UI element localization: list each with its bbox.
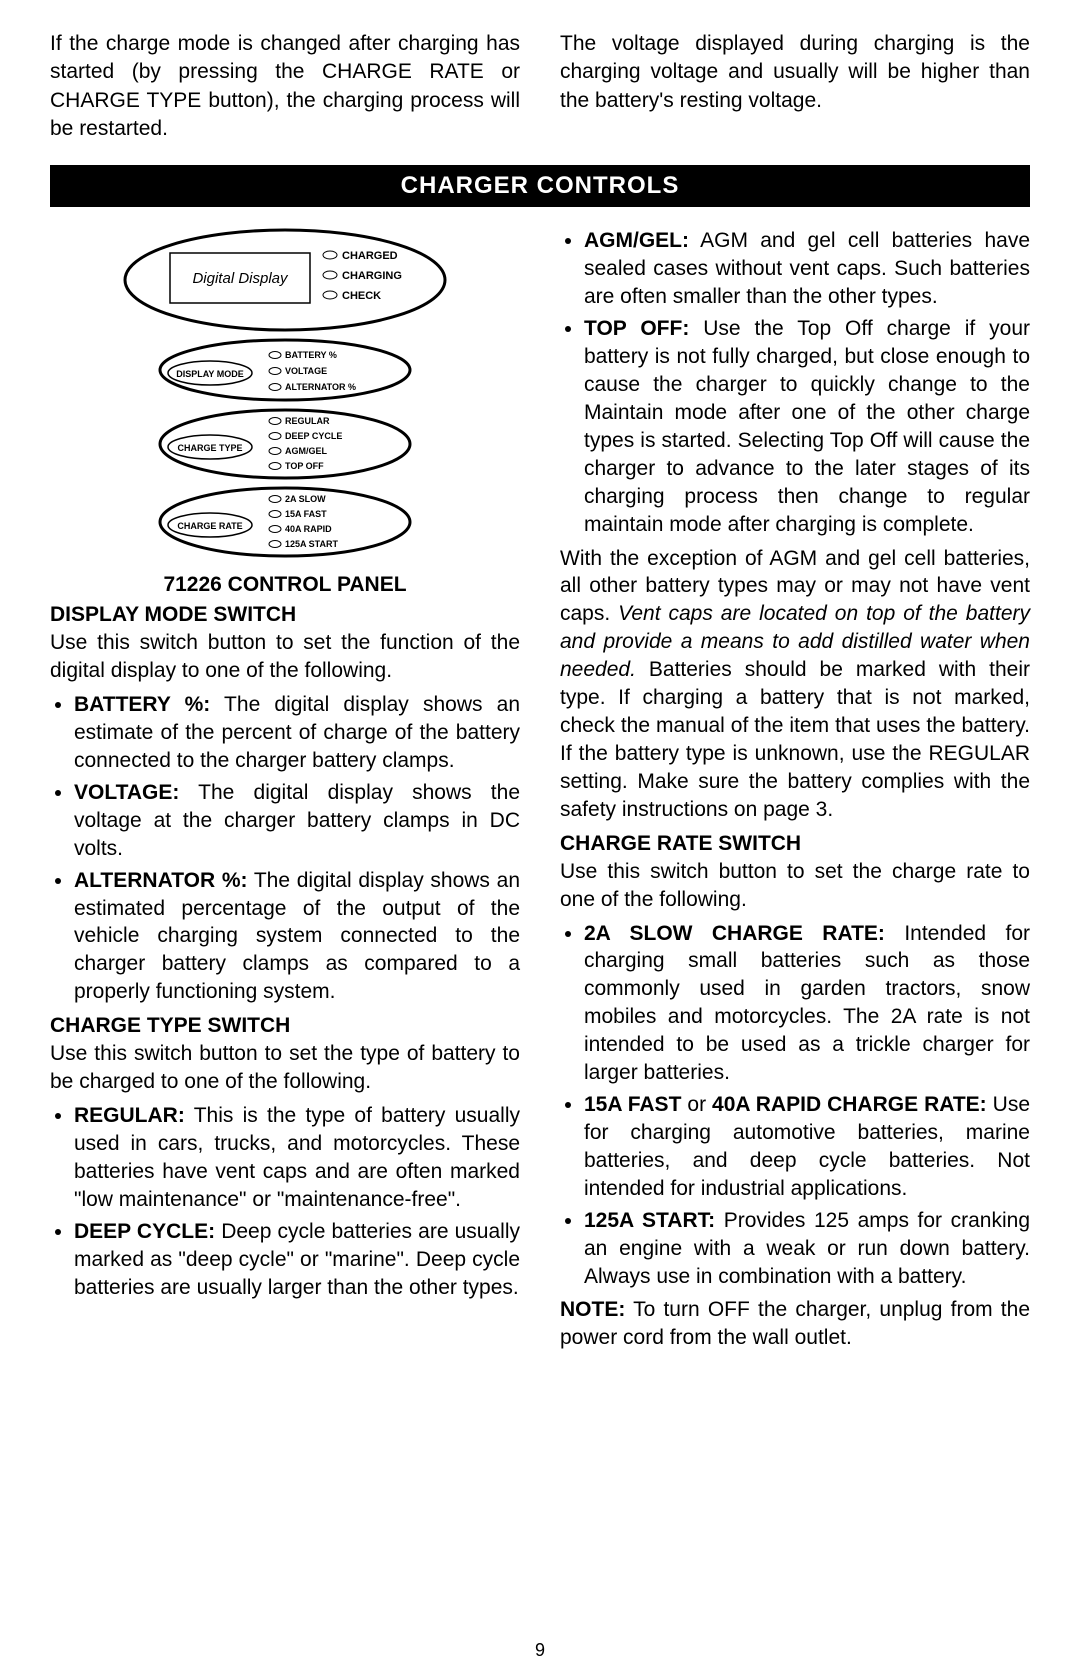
rate-15a-label: 15A FAST [584,1093,681,1116]
mode-opt-battery: BATTERY % [285,350,337,360]
list-item: TOP OFF: Use the Top Off charge if your … [584,315,1030,538]
rate-opt-125a: 125A START [285,539,339,549]
alternator-label: ALTERNATOR %: [74,869,248,892]
top-left-paragraph: If the charge mode is changed after char… [50,30,520,143]
led-charged: CHARGED [342,250,398,262]
type-opt-deepcycle: DEEP CYCLE [285,431,342,441]
list-item: 15A FAST or 40A RAPID CHARGE RATE: Use f… [584,1091,1030,1203]
display-mode-list: BATTERY %: The digital display shows an … [50,691,520,1006]
mode-opt-alternator: ALTERNATOR % [285,382,356,392]
type-opt-agmgel: AGM/GEL [285,446,328,456]
charge-rate-button: CHARGE RATE [177,521,242,531]
voltage-label: VOLTAGE: [74,781,179,804]
left-column: Digital Display CHARGED CHARGING CHECK D… [50,225,520,1358]
display-mode-heading: DISPLAY MODE SWITCH [50,601,520,629]
list-item: ALTERNATOR %: The digital display shows … [74,867,520,1007]
charge-rate-heading: CHARGE RATE SWITCH [560,830,1030,858]
section-header: CHARGER CONTROLS [50,165,1030,207]
control-panel-diagram: Digital Display CHARGED CHARGING CHECK D… [50,225,520,561]
deepcycle-label: DEEP CYCLE: [74,1220,215,1243]
rate-40a-label: 40A RAPID CHARGE RATE: [712,1093,987,1116]
mode-opt-voltage: VOLTAGE [285,366,327,376]
regular-label: REGULAR: [74,1104,185,1127]
charge-type-list: REGULAR: This is the type of battery usu… [50,1102,520,1301]
charge-type-oval: CHARGE TYPE REGULAR DEEP CYCLE AGM/GEL T… [150,405,420,483]
charge-rate-oval: CHARGE RATE 2A SLOW 15A FAST 40A RAPID 1… [150,483,420,561]
right-column: AGM/GEL: AGM and gel cell batteries have… [560,225,1030,1358]
list-item: DEEP CYCLE: Deep cycle batteries are usu… [74,1218,520,1302]
charge-type-button: CHARGE TYPE [177,443,242,453]
battery-pct-label: BATTERY %: [74,693,210,716]
rate-2a-text: Intended for charging small batteries su… [584,922,1030,1085]
list-item: BATTERY %: The digital display shows an … [74,691,520,775]
top-right-paragraph: The voltage displayed during charging is… [560,30,1030,143]
note-label: NOTE: [560,1298,625,1321]
agmgel-label: AGM/GEL: [584,229,689,252]
rate-opt-2a: 2A SLOW [285,494,326,504]
topoff-text: Use the Top Off charge if your battery i… [584,317,1030,535]
rate-opt-40a: 40A RAPID [285,524,332,534]
display-oval-diagram: Digital Display CHARGED CHARGING CHECK [120,225,450,335]
charge-rate-list: 2A SLOW CHARGE RATE: Intended for chargi… [560,920,1030,1291]
type-opt-regular: REGULAR [285,416,330,426]
charge-rate-intro: Use this switch button to set the charge… [560,858,1030,914]
rate-or: or [681,1093,712,1116]
top-paragraph-row: If the charge mode is changed after char… [50,30,1030,143]
list-item: 125A START: Provides 125 amps for cranki… [584,1207,1030,1291]
para-part-b: Batteries should be marked with their ty… [560,658,1030,821]
list-item: 2A SLOW CHARGE RATE: Intended for chargi… [584,920,1030,1088]
display-mode-oval: DISPLAY MODE BATTERY % VOLTAGE ALTERNATO… [150,335,420,405]
display-mode-intro: Use this switch button to set the functi… [50,629,520,685]
led-charging: CHARGING [342,270,402,282]
rate-2a-label: 2A SLOW CHARGE RATE: [584,922,885,945]
display-mode-button: DISPLAY MODE [176,369,244,379]
page: If the charge mode is changed after char… [0,0,1080,1669]
led-check: CHECK [342,290,381,302]
main-columns: Digital Display CHARGED CHARGING CHECK D… [50,225,1030,1358]
topoff-label: TOP OFF: [584,317,689,340]
digital-display-label: Digital Display [192,270,289,287]
control-panel-heading: 71226 CONTROL PANEL [50,571,520,599]
rate-opt-15a: 15A FAST [285,509,327,519]
rate-125a-label: 125A START: [584,1209,715,1232]
list-item: AGM/GEL: AGM and gel cell batteries have… [584,227,1030,311]
note-paragraph: NOTE: To turn OFF the charger, unplug fr… [560,1296,1030,1352]
list-item: VOLTAGE: The digital display shows the v… [74,779,520,863]
charge-type-heading: CHARGE TYPE SWITCH [50,1012,520,1040]
charge-type-intro: Use this switch button to set the type o… [50,1040,520,1096]
page-number: 9 [535,1640,545,1661]
note-text: To turn OFF the charger, unplug from the… [560,1298,1030,1349]
battery-types-paragraph: With the exception of AGM and gel cell b… [560,545,1030,824]
list-item: REGULAR: This is the type of battery usu… [74,1102,520,1214]
type-opt-topoff: TOP OFF [285,461,324,471]
charge-type-list-cont: AGM/GEL: AGM and gel cell batteries have… [560,227,1030,538]
